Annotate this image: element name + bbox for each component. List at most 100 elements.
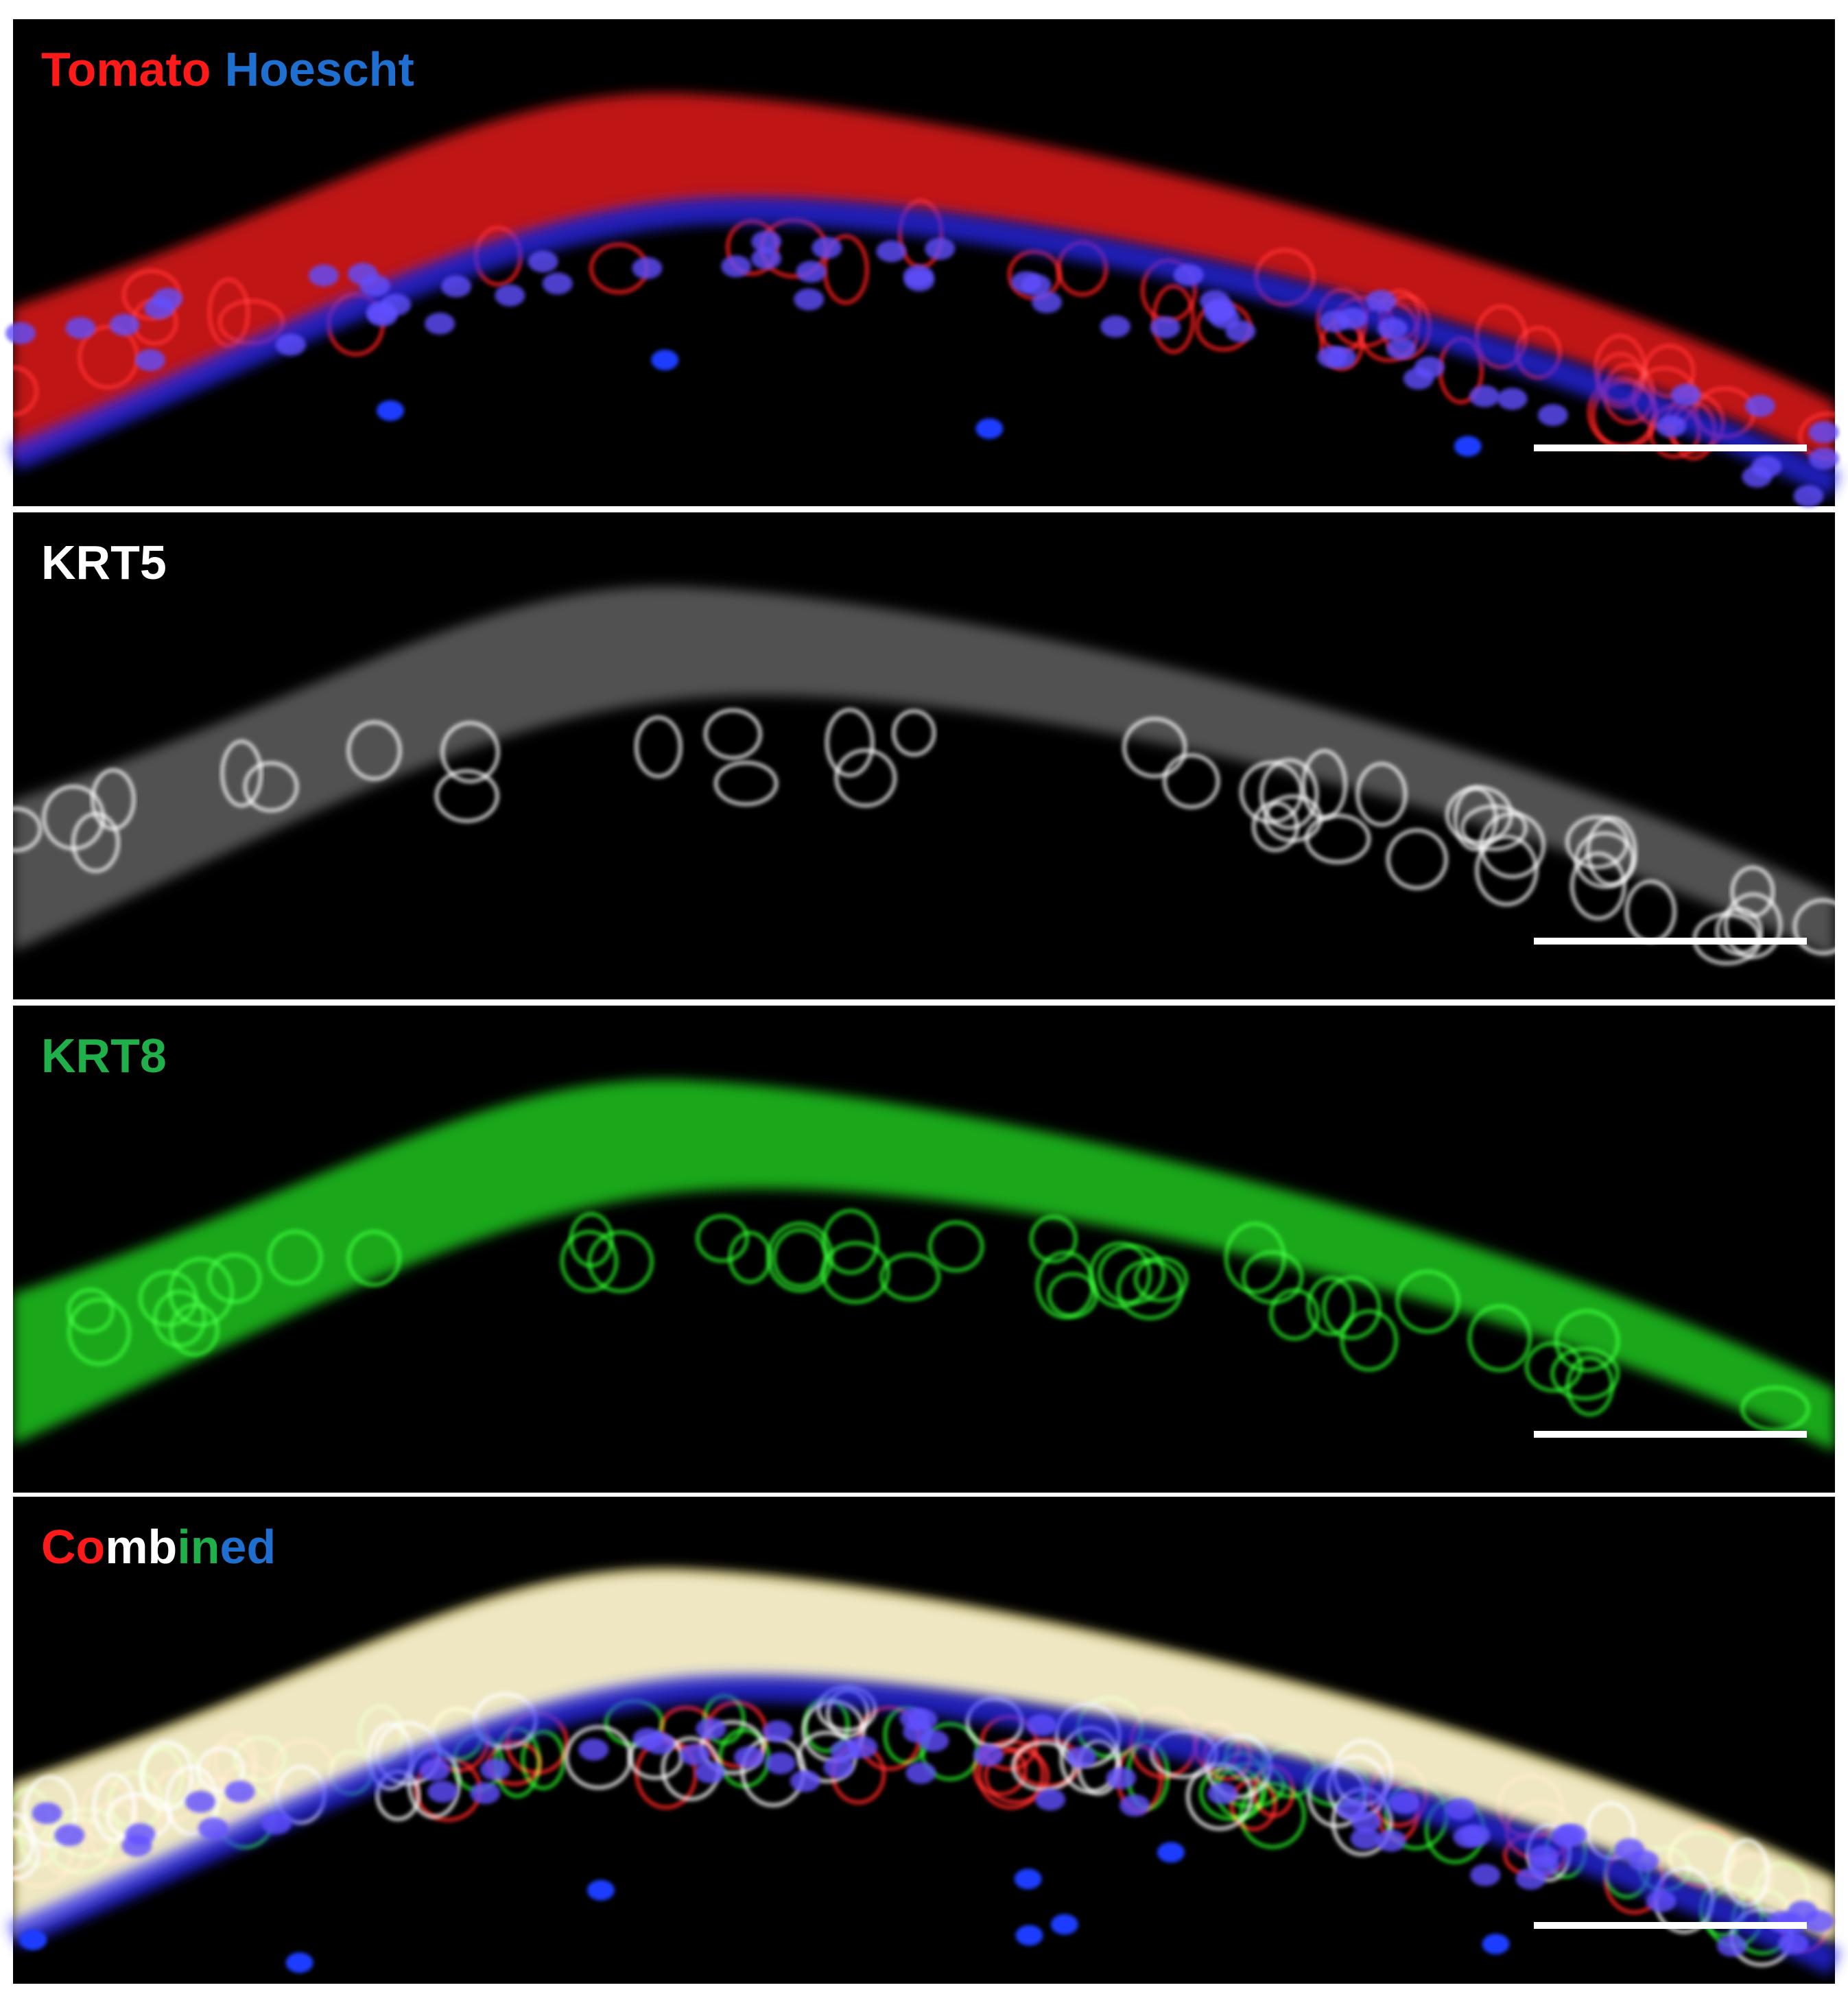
nucleus bbox=[347, 263, 378, 285]
label-part: Co bbox=[41, 1520, 105, 1574]
nucleus bbox=[1628, 1849, 1659, 1872]
cell bbox=[984, 1748, 1050, 1805]
cell bbox=[879, 1253, 941, 1302]
nucleus bbox=[1671, 383, 1702, 406]
cell bbox=[1524, 1341, 1583, 1393]
cell bbox=[165, 1765, 219, 1836]
cell bbox=[1088, 1241, 1152, 1309]
cell bbox=[1229, 1778, 1277, 1831]
cell bbox=[560, 1229, 619, 1293]
cell bbox=[587, 1230, 654, 1294]
nucleus bbox=[470, 1781, 501, 1804]
cell bbox=[820, 1241, 890, 1305]
nucleus bbox=[1375, 1829, 1406, 1852]
nucleus bbox=[1366, 289, 1397, 312]
nucleus bbox=[1808, 421, 1839, 444]
nucleus bbox=[632, 257, 663, 279]
nucleus bbox=[1716, 1934, 1747, 1957]
nucleus bbox=[1026, 1713, 1057, 1736]
cell bbox=[207, 277, 250, 348]
cell bbox=[67, 1297, 132, 1366]
nucleus bbox=[275, 333, 306, 356]
nucleus bbox=[261, 1812, 292, 1835]
nucleus bbox=[876, 240, 907, 263]
nucleus bbox=[1351, 1811, 1382, 1834]
scale-bar bbox=[1534, 1431, 1807, 1438]
cell bbox=[91, 768, 136, 831]
cell bbox=[152, 1290, 206, 1348]
nucleus bbox=[1386, 337, 1417, 360]
nucleus bbox=[762, 1720, 793, 1743]
cell bbox=[1550, 1346, 1620, 1401]
nucleus bbox=[1389, 1792, 1420, 1814]
nucleus bbox=[1326, 346, 1357, 369]
cell bbox=[206, 1253, 262, 1304]
nuclei-layer bbox=[8, 1674, 1842, 1976]
label-part: Hoescht bbox=[225, 43, 414, 96]
nucleus bbox=[224, 1780, 255, 1803]
label-part: ed bbox=[220, 1520, 276, 1574]
cell bbox=[825, 707, 875, 778]
nucleus bbox=[1646, 1890, 1677, 1912]
cell bbox=[440, 720, 500, 784]
nucleus bbox=[925, 237, 956, 260]
nucleus bbox=[1556, 1823, 1587, 1846]
panel: Combined bbox=[0, 1497, 1842, 1984]
nucleus bbox=[1453, 1825, 1484, 1848]
cell bbox=[728, 1231, 772, 1284]
nucleus bbox=[152, 287, 183, 310]
nucleus bbox=[1445, 1798, 1476, 1820]
cell bbox=[1239, 1781, 1307, 1849]
nucleus bbox=[1014, 1868, 1042, 1890]
nucleus bbox=[695, 1761, 726, 1783]
nucleus bbox=[644, 1732, 675, 1755]
nucleus bbox=[1207, 1782, 1238, 1805]
nucleus bbox=[54, 1824, 85, 1847]
nucleus bbox=[1350, 1827, 1381, 1850]
cell bbox=[1475, 834, 1539, 907]
nucleus bbox=[1106, 1767, 1137, 1790]
nucleus bbox=[1778, 1932, 1809, 1955]
cell bbox=[346, 1229, 402, 1288]
nucleus bbox=[796, 261, 827, 283]
nucleus bbox=[1469, 385, 1500, 407]
cell bbox=[1479, 811, 1546, 879]
panel-label: KRT5 bbox=[41, 536, 167, 589]
nucleus bbox=[32, 1802, 62, 1825]
scale-bar bbox=[1534, 938, 1807, 945]
nucleus bbox=[441, 275, 472, 298]
panel-label: Combined bbox=[41, 1520, 276, 1574]
nucleus bbox=[427, 1780, 458, 1803]
nucleus bbox=[1157, 1842, 1185, 1863]
label-part: Tomato bbox=[41, 43, 211, 96]
nucleus bbox=[1100, 316, 1130, 338]
nucleus bbox=[1120, 1794, 1150, 1817]
nucleus bbox=[1793, 485, 1824, 508]
nucleus bbox=[587, 1879, 615, 1901]
nucleus bbox=[1470, 1864, 1501, 1886]
nucleus bbox=[812, 237, 842, 259]
cell bbox=[703, 708, 763, 760]
cell bbox=[1047, 1272, 1098, 1318]
nucleus bbox=[794, 288, 825, 311]
nucleus bbox=[975, 418, 1004, 439]
nucleus bbox=[973, 1744, 1004, 1767]
cell bbox=[1133, 1256, 1189, 1303]
nucleus bbox=[19, 1930, 47, 1951]
nucleus bbox=[1742, 465, 1773, 488]
nucleus bbox=[308, 264, 339, 287]
nucleus bbox=[125, 1823, 156, 1845]
nucleus bbox=[651, 349, 679, 370]
cell bbox=[1162, 753, 1220, 809]
cell bbox=[1340, 1309, 1399, 1372]
panel-label: KRT8 bbox=[41, 1029, 167, 1082]
panel-label: Tomato Hoescht bbox=[41, 43, 414, 96]
scale-bar bbox=[1534, 444, 1807, 451]
nucleus bbox=[1066, 1746, 1097, 1768]
tissue bbox=[13, 586, 1835, 958]
cell bbox=[0, 1812, 36, 1871]
cell bbox=[1122, 716, 1187, 779]
nucleus bbox=[790, 1770, 820, 1792]
cell bbox=[434, 769, 499, 823]
